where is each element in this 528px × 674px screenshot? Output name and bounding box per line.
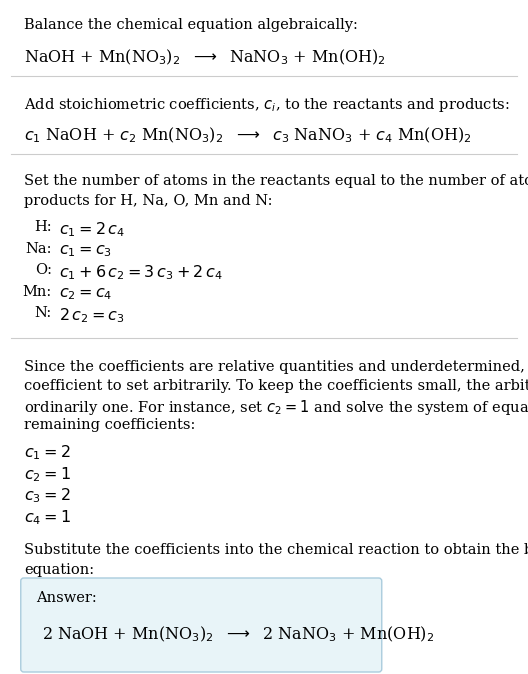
Text: Add stoichiometric coefficients, $c_i$, to the reactants and products:: Add stoichiometric coefficients, $c_i$, …: [24, 96, 510, 114]
Text: $2\,c_2 = c_3$: $2\,c_2 = c_3$: [59, 306, 125, 325]
Text: Balance the chemical equation algebraically:: Balance the chemical equation algebraica…: [24, 18, 357, 32]
Text: Mn:: Mn:: [23, 284, 52, 299]
Text: N:: N:: [34, 306, 52, 320]
Text: $c_1 + 6\,c_2 = 3\,c_3 + 2\,c_4$: $c_1 + 6\,c_2 = 3\,c_3 + 2\,c_4$: [59, 263, 222, 282]
Text: ordinarily one. For instance, set $c_2 = 1$ and solve the system of equations fo: ordinarily one. For instance, set $c_2 =…: [24, 398, 528, 417]
Text: $c_1 = c_3$: $c_1 = c_3$: [59, 241, 112, 259]
Text: $c_1 = 2$: $c_1 = 2$: [24, 443, 70, 462]
Text: $c_4 = 1$: $c_4 = 1$: [24, 508, 71, 526]
Text: Answer:: Answer:: [36, 591, 97, 605]
Text: O:: O:: [35, 263, 52, 277]
Text: products for H, Na, O, Mn and N:: products for H, Na, O, Mn and N:: [24, 194, 272, 208]
Text: equation:: equation:: [24, 563, 94, 577]
Text: $c_2 = 1$: $c_2 = 1$: [24, 465, 71, 484]
Text: Na:: Na:: [25, 241, 52, 255]
Text: $c_1 = 2\,c_4$: $c_1 = 2\,c_4$: [59, 220, 125, 239]
Text: $c_2 = c_4$: $c_2 = c_4$: [59, 284, 112, 301]
FancyBboxPatch shape: [21, 578, 382, 672]
Text: coefficient to set arbitrarily. To keep the coefficients small, the arbitrary va: coefficient to set arbitrarily. To keep …: [24, 379, 528, 393]
Text: $c_1$ NaOH + $c_2$ Mn(NO$_3$)$_2$  $\longrightarrow$  $c_3$ NaNO$_3$ + $c_4$ Mn(: $c_1$ NaOH + $c_2$ Mn(NO$_3$)$_2$ $\long…: [24, 126, 472, 146]
Text: Substitute the coefficients into the chemical reaction to obtain the balanced: Substitute the coefficients into the che…: [24, 543, 528, 557]
Text: Set the number of atoms in the reactants equal to the number of atoms in the: Set the number of atoms in the reactants…: [24, 174, 528, 188]
Text: remaining coefficients:: remaining coefficients:: [24, 418, 195, 432]
Text: 2 NaOH + Mn(NO$_3$)$_2$  $\longrightarrow$  2 NaNO$_3$ + Mn(OH)$_2$: 2 NaOH + Mn(NO$_3$)$_2$ $\longrightarrow…: [42, 625, 434, 644]
Text: Since the coefficients are relative quantities and underdetermined, choose a: Since the coefficients are relative quan…: [24, 359, 528, 373]
Text: H:: H:: [34, 220, 52, 234]
Text: NaOH + Mn(NO$_3$)$_2$  $\longrightarrow$  NaNO$_3$ + Mn(OH)$_2$: NaOH + Mn(NO$_3$)$_2$ $\longrightarrow$ …: [24, 48, 385, 67]
Text: $c_3 = 2$: $c_3 = 2$: [24, 487, 70, 506]
